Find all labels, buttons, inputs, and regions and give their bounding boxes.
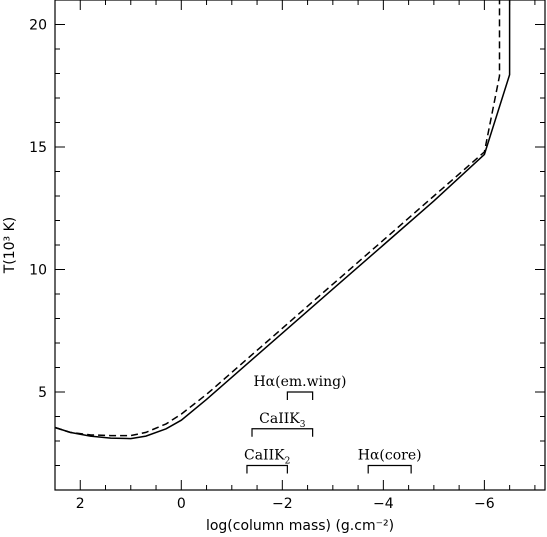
x-tick-label: −2 <box>272 496 293 512</box>
annotation-label-text: Hα(em.wing) <box>253 374 346 390</box>
x-tick-label: 2 <box>76 496 85 512</box>
y-tick-label: 20 <box>29 18 47 34</box>
annotation-label: CaIIK3 <box>259 411 306 430</box>
series-group <box>54 0 511 440</box>
annotation-label: Hα(em.wing) <box>253 374 346 390</box>
x-tick-label: −4 <box>373 496 394 512</box>
y-tick-label: 5 <box>38 385 47 401</box>
plot-frame <box>54 0 546 491</box>
annotation-label: Hα(core) <box>358 448 422 464</box>
annotation-label-subscript: 3 <box>300 420 306 430</box>
x-tick-label: −6 <box>474 496 495 512</box>
annotation-label-text: CaIIK <box>259 411 300 427</box>
annotation-bracket <box>246 464 288 474</box>
y-axis-label: T(10³ K) <box>2 217 18 275</box>
annotation-label-text: Hα(core) <box>358 448 422 464</box>
x-axis-label: log(column mass) (g.cm⁻²) <box>206 518 394 534</box>
annotation-bracket <box>367 464 412 474</box>
annotation-label-subscript: 2 <box>285 457 291 467</box>
annotation-bracket <box>286 391 314 400</box>
annotation-bracket <box>251 428 314 437</box>
annotation-label: CaIIK2 <box>244 448 290 467</box>
dashed-temperature-line <box>54 0 501 437</box>
solid-temperature-line <box>54 0 511 440</box>
annotation-label-text: CaIIK <box>244 448 285 464</box>
y-tick-label: 10 <box>29 263 47 279</box>
x-tick-label: 0 <box>177 496 186 512</box>
y-tick-label: 15 <box>29 140 47 156</box>
